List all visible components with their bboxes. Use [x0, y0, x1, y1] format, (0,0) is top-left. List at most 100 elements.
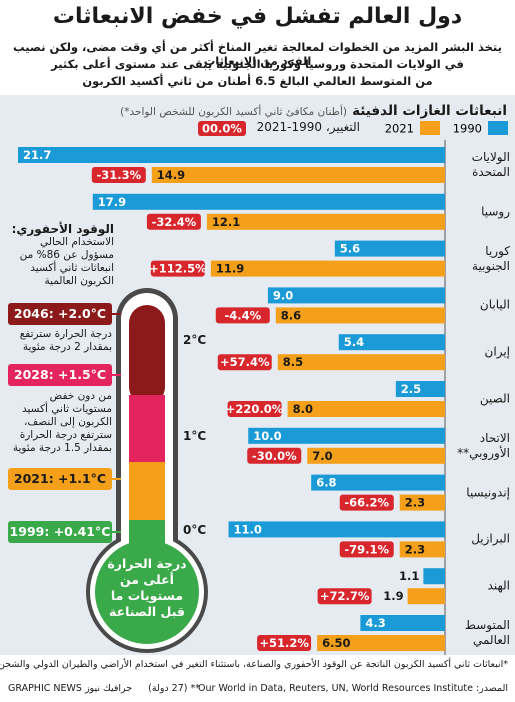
category-label: اليابان	[479, 297, 510, 312]
change-box	[215, 307, 270, 324]
fossil-text: الاستخدام الحالي مسؤول عن 86% من انبعاثا…	[19, 236, 114, 287]
change-label: -66.2%	[344, 496, 389, 510]
temp-box: 2021: +1.1°C	[8, 468, 112, 490]
bar	[228, 521, 445, 538]
bulb-text: درجة الحرارة أعلى من مستويات ما قبل الصن…	[107, 556, 187, 619]
value-label: 1.9	[383, 589, 403, 603]
category-label: كوريا الجنوبية	[472, 243, 510, 273]
value-label: 2.3	[405, 542, 425, 556]
change-box	[91, 167, 146, 183]
title: دول العالم تفشل في خفض الانبعاثات	[52, 4, 463, 29]
bar	[92, 193, 445, 210]
category-label: الولايات المتحدة	[471, 150, 510, 179]
bar	[338, 334, 445, 351]
change-label: +72.7%	[320, 589, 370, 603]
legend-label: 2021	[385, 122, 414, 136]
temp-box: 2028: +1.5°C	[8, 364, 112, 386]
value-label: 10.0	[253, 429, 281, 443]
bar	[277, 354, 445, 371]
legend-swatch	[420, 121, 440, 135]
category-label: إيران	[484, 344, 510, 359]
bar	[334, 240, 445, 257]
value-label: 11.0	[234, 522, 262, 536]
value-label: 8.5	[283, 355, 303, 369]
fossil-title: الوقود الأحفوري:	[11, 222, 114, 236]
value-label: 8.6	[281, 308, 301, 322]
change-label: +220.0%	[226, 402, 284, 416]
change-label: -79.1%	[344, 542, 389, 556]
change-box	[317, 588, 372, 605]
change-box	[227, 401, 282, 417]
legend-swatch	[488, 121, 508, 135]
value-label: 11.9	[216, 262, 244, 276]
legend-label: التغيير، 1990-2021	[256, 120, 360, 134]
chart-title: انبعاثات الغازات الدفيئة	[352, 103, 507, 119]
value-label: 4.3	[365, 616, 385, 630]
category-label: البرازيل	[471, 531, 510, 546]
bar	[311, 474, 445, 491]
level-15	[129, 395, 165, 462]
bar	[248, 427, 445, 444]
temp-box: 1999: +0.41°C	[8, 521, 112, 543]
bulb	[95, 540, 199, 644]
bar	[423, 568, 445, 585]
fossil-note: الوقود الأحفوري: الاستخدام الحالي مسؤول …	[8, 222, 114, 288]
bar	[210, 260, 445, 277]
source-label: المصدر:	[475, 683, 508, 694]
subtitle-line: من المتوسط العالمي البالغ 6.5 أطنان من ث…	[82, 74, 433, 88]
credit: GRAPHIC NEWS جرافيك نيوز	[8, 683, 133, 694]
change-box	[150, 260, 205, 277]
bar	[267, 287, 445, 304]
value-label: 2.5	[401, 382, 421, 396]
bar	[287, 401, 445, 417]
eu-note: ** (27 دولة)	[148, 683, 200, 694]
change-box	[146, 213, 201, 230]
change-label: +51.2%	[259, 636, 309, 650]
scale-label: 2°C	[183, 333, 207, 347]
change-box	[257, 635, 312, 651]
temp-text: من دون خفض مستويات ثاني أكسيد الكربون إل…	[12, 390, 112, 454]
value-label: 6.50	[322, 636, 350, 650]
bar	[317, 635, 445, 651]
change-label: -32.4%	[152, 215, 197, 229]
chart-heading: انبعاثات الغازات الدفيئة (أطنان مكافئ ثا…	[0, 100, 507, 119]
change-label: -4.4%	[224, 308, 261, 322]
bar	[18, 147, 445, 163]
change-box	[217, 354, 272, 371]
level-11	[129, 462, 165, 520]
change-box	[247, 447, 302, 464]
value-label: 6.8	[316, 476, 336, 490]
source-text: Our World in Data, Reuters, UN, World Re…	[198, 683, 473, 694]
bar	[151, 167, 445, 183]
category-label: روسيا	[481, 204, 510, 219]
scale-label: 0°C	[183, 523, 207, 537]
bar	[275, 307, 445, 324]
chart-unit: (أطنان مكافئ ثاني أكسيد الكربون للشخص ال…	[120, 106, 347, 118]
bar	[407, 588, 445, 605]
value-label: 17.9	[98, 195, 126, 209]
bar	[399, 494, 445, 511]
source: المصدر: Our World in Data, Reuters, UN, …	[198, 683, 508, 694]
bar	[206, 213, 445, 230]
legend-sample: 00.0%	[202, 122, 242, 136]
legend-swatch	[198, 121, 246, 136]
level-2	[129, 305, 165, 405]
footnote: *انبعاثات ثاني أكسيد الكربون الناتجة عن …	[0, 659, 508, 670]
category-label: الهند	[487, 578, 510, 593]
temp-text: درجة الحرارة سترتفع بمقدار 2 درجة مئوية	[19, 328, 112, 353]
temp-box: 2046: +2.0°C	[8, 303, 112, 325]
value-label: 5.4	[344, 335, 364, 349]
bar	[360, 615, 445, 631]
subtitle-line: يتخذ البشر المزيد من الخطوات لمعالجة تغي…	[13, 40, 502, 68]
category-label: إندونيسيا	[466, 485, 510, 500]
bar	[395, 381, 445, 397]
value-label: 9.0	[273, 288, 293, 302]
value-label: 1.1	[399, 569, 419, 583]
category-label: الاتحاد الأوروبي**	[457, 430, 510, 460]
scale-label: 1°C	[183, 429, 207, 443]
change-box	[339, 494, 394, 511]
category-label: الصين	[479, 391, 510, 406]
category-label: المتوسط العالمي	[464, 618, 510, 647]
